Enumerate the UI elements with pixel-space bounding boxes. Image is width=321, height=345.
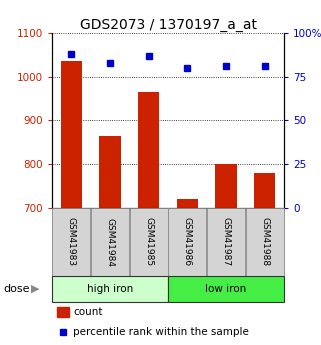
Text: count: count (73, 307, 102, 317)
Bar (100, 136, 121, 208)
FancyBboxPatch shape (207, 208, 245, 276)
Text: ▶: ▶ (30, 284, 39, 294)
Text: GSM41988: GSM41988 (260, 217, 269, 267)
Bar (56, 307, 69, 317)
Text: GSM41984: GSM41984 (106, 217, 115, 266)
FancyBboxPatch shape (130, 208, 168, 276)
FancyBboxPatch shape (246, 208, 284, 276)
FancyBboxPatch shape (52, 276, 168, 302)
Title: GDS2073 / 1370197_a_at: GDS2073 / 1370197_a_at (80, 18, 256, 32)
Text: low iron: low iron (205, 284, 247, 294)
Text: GSM41983: GSM41983 (67, 217, 76, 267)
FancyBboxPatch shape (169, 208, 206, 276)
Text: GSM41986: GSM41986 (183, 217, 192, 267)
Bar (61, 61, 82, 208)
Bar (215, 164, 237, 208)
FancyBboxPatch shape (52, 208, 90, 276)
Bar (177, 199, 198, 208)
Bar (254, 173, 275, 208)
Text: GSM41987: GSM41987 (221, 217, 230, 267)
Text: high iron: high iron (87, 284, 133, 294)
Text: dose: dose (3, 284, 30, 294)
Text: percentile rank within the sample: percentile rank within the sample (73, 327, 249, 337)
FancyBboxPatch shape (168, 276, 284, 302)
Bar (138, 92, 159, 208)
FancyBboxPatch shape (91, 208, 129, 276)
Text: GSM41985: GSM41985 (144, 217, 153, 267)
